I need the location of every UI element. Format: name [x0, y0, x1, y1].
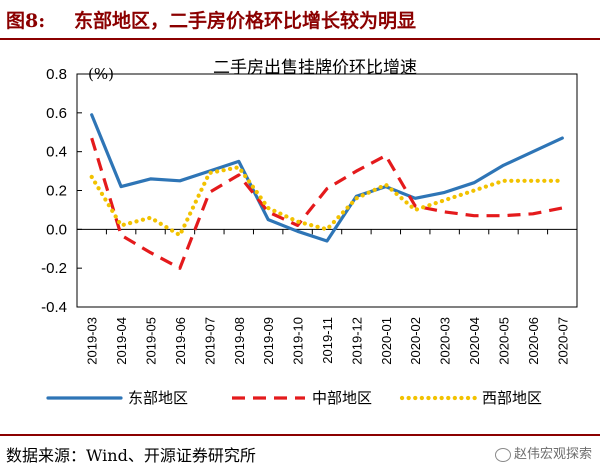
data-point — [207, 190, 211, 194]
x-tick-label: 2020-03 — [438, 317, 453, 365]
x-tick-label: 2019-12 — [349, 317, 364, 365]
data-point — [266, 210, 270, 214]
figure-title: 东部地区，二手房价格环比增长较为明显 — [74, 10, 417, 32]
chart-title: 二手房出售挂牌价环比增速 — [213, 58, 417, 78]
data-point — [325, 187, 329, 191]
x-tick-label: 2019-11 — [320, 317, 335, 364]
x-tick-label: 2020-02 — [408, 317, 423, 365]
legend-label: 中部地区 — [312, 389, 372, 407]
x-tick-label: 2019-04 — [114, 317, 129, 365]
data-point — [119, 233, 123, 237]
source-note: 数据来源：Wind、开源证券研究所 — [6, 446, 256, 465]
data-point — [237, 173, 241, 177]
data-point — [178, 179, 182, 183]
x-tick-label: 2020-06 — [526, 317, 541, 365]
data-point — [207, 171, 211, 175]
wechat-icon — [494, 447, 511, 462]
series-line — [90, 113, 564, 243]
x-tick-label: 2020-04 — [467, 317, 482, 365]
data-point — [237, 159, 241, 163]
data-point — [384, 183, 388, 187]
series-1 — [90, 113, 564, 243]
series-2 — [90, 136, 564, 270]
x-tick-label: 2019-09 — [261, 317, 276, 365]
series-layer — [89, 113, 565, 270]
x-tick-label: 2019-05 — [144, 317, 159, 365]
legend-item-3: 西部地区 — [399, 389, 542, 407]
x-tick-label: 2019-03 — [85, 317, 100, 365]
data-point — [266, 206, 270, 210]
legend-label: 东部地区 — [128, 389, 188, 407]
data-point — [560, 206, 564, 210]
data-point — [178, 266, 182, 270]
data-point — [560, 179, 564, 183]
figure-header: 图8: 东部地区，二手房价格环比增长较为明显 — [0, 0, 600, 40]
legend-item-1: 东部地区 — [46, 389, 188, 407]
y-tick-label: 0.6 — [46, 105, 67, 122]
data-point — [90, 175, 94, 179]
x-tick-label: 2020-05 — [496, 317, 511, 365]
figure-footer: 数据来源：Wind、开源证券研究所 赵伟宏观探索 — [0, 434, 600, 469]
x-tick-label: 2019-10 — [291, 317, 306, 365]
data-point — [413, 196, 417, 200]
x-tick-label: 2019-07 — [202, 317, 217, 365]
data-point — [501, 214, 505, 218]
data-point — [531, 179, 535, 183]
data-point — [266, 218, 270, 222]
figure-number: 图8: — [6, 10, 46, 32]
y-tick-label: 0.0 — [46, 221, 67, 238]
data-point — [443, 198, 447, 202]
x-tick-label: 2020-07 — [555, 317, 570, 365]
data-point — [501, 179, 505, 183]
data-point — [560, 136, 564, 140]
data-point — [178, 233, 182, 237]
data-point — [296, 220, 300, 224]
data-point — [472, 189, 476, 193]
y-tick-label: 0.8 — [46, 66, 67, 83]
y-tick-label: 0.2 — [46, 183, 67, 200]
data-point — [149, 251, 153, 255]
data-point — [325, 227, 329, 231]
legend-label: 西部地区 — [482, 389, 542, 407]
data-point — [119, 223, 123, 227]
data-point — [90, 113, 94, 117]
legend: 东部地区 中部地区 西部地区 — [46, 389, 542, 407]
series-line — [90, 137, 563, 270]
data-point — [413, 208, 417, 212]
data-point — [354, 169, 358, 173]
x-tick-label: 2019-06 — [173, 317, 188, 365]
y-tick-label: -0.4 — [41, 299, 67, 316]
data-point — [384, 154, 388, 158]
watermark-text: 赵伟宏观探索 — [513, 447, 592, 462]
data-point — [296, 223, 300, 227]
data-point — [443, 210, 447, 214]
data-point — [472, 214, 476, 218]
watermark: 赵伟宏观探索 — [494, 443, 592, 462]
data-point — [296, 229, 300, 233]
data-point — [325, 239, 329, 243]
legend-item-2: 中部地区 — [232, 389, 372, 407]
data-point — [237, 165, 241, 169]
axes: 0.8 0.6 0.4 0.2 0.0 -0.2 -0.4 2019-03 2019-04 201… — [41, 66, 578, 365]
data-point — [531, 150, 535, 154]
x-tick-label: 2020-01 — [379, 317, 394, 365]
x-tick-label: 2019-08 — [232, 317, 247, 365]
data-point — [531, 212, 535, 216]
data-point — [149, 216, 153, 220]
data-point — [472, 181, 476, 185]
series-3 — [89, 165, 565, 238]
y-tick-label: 0.4 — [46, 144, 67, 161]
data-point — [501, 163, 505, 167]
data-point — [90, 136, 94, 140]
data-point — [443, 190, 447, 194]
data-point — [354, 196, 358, 200]
y-tick-label: -0.2 — [41, 260, 67, 277]
data-point — [119, 185, 123, 189]
line-chart: 二手房出售挂牌价环比增速 (%) 0.80.60.40.20.0-0.2-0.4… — [41, 58, 578, 407]
series-line — [89, 165, 565, 238]
data-point — [149, 177, 153, 181]
